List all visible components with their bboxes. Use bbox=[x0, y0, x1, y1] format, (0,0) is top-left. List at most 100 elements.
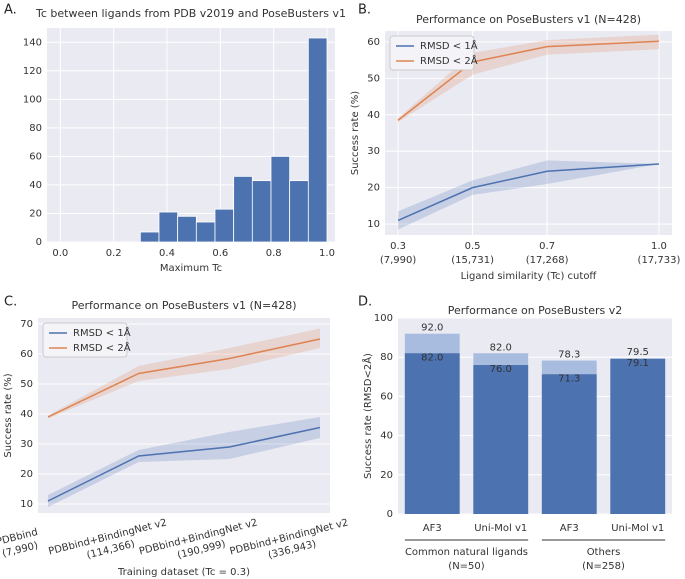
value-label: 78.3 bbox=[558, 350, 580, 361]
x-axis-label: Ligand similarity (Tc) cutoff bbox=[461, 271, 598, 282]
group-count: (N=258) bbox=[582, 561, 625, 572]
y-tick-label: 50 bbox=[20, 379, 33, 390]
x-tick-label: 0.5 bbox=[465, 241, 481, 252]
histogram-bar bbox=[233, 175, 253, 243]
y-tick-label: 20 bbox=[20, 469, 33, 480]
x-tick-label: 0.7 bbox=[539, 241, 555, 252]
x-axis-label: Maximum Tc bbox=[160, 263, 222, 274]
x-tick-label: 0.6 bbox=[212, 248, 228, 259]
bar bbox=[404, 353, 460, 514]
y-axis-label: Success rate (%) bbox=[350, 91, 361, 175]
confidence-band bbox=[398, 160, 659, 230]
value-label: 82.0 bbox=[421, 352, 443, 363]
group-count: (N=50) bbox=[448, 561, 484, 572]
histogram-bar bbox=[270, 155, 291, 243]
y-tick-label: 80 bbox=[29, 123, 42, 134]
y-tick-label: 0 bbox=[36, 237, 42, 248]
x-tick-label-group: PDBbind(7,990) bbox=[0, 527, 39, 560]
y-tick-label: 40 bbox=[20, 409, 33, 420]
line bbox=[397, 163, 660, 222]
x-tick-label: 0.3 bbox=[390, 241, 406, 252]
panel-label: C. bbox=[4, 295, 17, 310]
confidence-band bbox=[48, 328, 320, 419]
y-tick-label: 20 bbox=[29, 208, 42, 219]
y-tick-label: 20 bbox=[380, 470, 393, 481]
histogram-bar bbox=[195, 221, 216, 243]
legend-label: RMSD < 2Å bbox=[420, 54, 478, 67]
histogram-bar bbox=[139, 231, 160, 243]
group-label: Others bbox=[587, 547, 621, 558]
bar bbox=[610, 358, 666, 514]
x-axis-label: Training dataset (Tc = 0.3) bbox=[117, 567, 250, 578]
x-tick-label: 0.4 bbox=[159, 248, 175, 259]
legend-label: RMSD < 1Å bbox=[420, 39, 478, 52]
panel-label: D. bbox=[358, 295, 372, 310]
x-tick-sublabel: (15,731) bbox=[451, 255, 494, 266]
y-tick-label: 40 bbox=[380, 431, 393, 442]
group-label: Common natural ligands bbox=[405, 547, 528, 558]
histogram-bar bbox=[177, 215, 197, 243]
value-label: 82.0 bbox=[490, 342, 512, 353]
value-label: 79.5 bbox=[627, 347, 649, 358]
x-tick-label: Uni-Mol v1 bbox=[611, 523, 664, 534]
y-tick-label: 120 bbox=[23, 66, 42, 77]
y-tick-label: 60 bbox=[20, 349, 33, 360]
histogram-bar bbox=[307, 37, 328, 243]
x-tick-label: 1.0 bbox=[319, 248, 335, 259]
x-tick-label: 0.0 bbox=[52, 248, 68, 259]
y-tick-label: 60 bbox=[29, 151, 42, 162]
y-tick-label: 40 bbox=[29, 180, 42, 191]
legend-label: RMSD < 1Å bbox=[73, 326, 131, 339]
y-tick-label: 80 bbox=[380, 352, 393, 363]
x-tick-label: Uni-Mol v1 bbox=[474, 523, 527, 534]
panel: B. Performance on PoseBusters v1 (N=428) 1… bbox=[350, 3, 680, 283]
confidence-band bbox=[398, 34, 659, 123]
value-label: 79.1 bbox=[627, 358, 649, 369]
y-tick-label: 10 bbox=[20, 499, 33, 510]
chart-title: Performance on PoseBusters v2 bbox=[448, 304, 622, 317]
x-tick-sublabel: (17,733) bbox=[638, 255, 681, 266]
y-axis-label: Success rate (RMSD<2Å) bbox=[361, 353, 374, 479]
y-tick-label: 40 bbox=[367, 110, 380, 121]
histogram-bar bbox=[251, 180, 272, 243]
y-tick-label: 20 bbox=[367, 183, 380, 194]
chart-title: Tc between ligands from PDB v2019 and Po… bbox=[35, 7, 346, 20]
panel: A. Tc between ligands from PDB v2019 and … bbox=[4, 3, 346, 275]
y-tick-label: 140 bbox=[23, 37, 42, 48]
bar bbox=[541, 374, 597, 514]
x-tick-sublabel: (17,268) bbox=[526, 255, 569, 266]
y-tick-label: 30 bbox=[367, 146, 380, 157]
line bbox=[47, 338, 321, 418]
value-label: 92.0 bbox=[421, 323, 443, 334]
histogram-bar bbox=[158, 211, 179, 243]
chart-title: Performance on PoseBusters v1 (N=428) bbox=[416, 13, 641, 26]
panel: D. Performance on PoseBusters v2 0 20 40 60 80… bbox=[358, 295, 672, 572]
histogram-bar bbox=[289, 180, 309, 243]
y-tick-label: 10 bbox=[367, 219, 380, 230]
x-tick-label: 1.0 bbox=[651, 241, 667, 252]
panel-label: A. bbox=[4, 3, 17, 18]
y-tick-label: 100 bbox=[374, 313, 393, 324]
y-tick-label: 70 bbox=[20, 319, 33, 330]
x-tick-sublabel: (7,990) bbox=[380, 255, 417, 266]
y-axis-label: Success rate (%) bbox=[3, 373, 14, 457]
histogram-bar bbox=[214, 208, 235, 243]
line bbox=[47, 426, 321, 502]
value-label: 76.0 bbox=[490, 364, 512, 375]
y-tick-label: 60 bbox=[380, 391, 393, 402]
x-tick-label: AF3 bbox=[423, 523, 442, 534]
panel: C. Performance on PoseBusters v1 (N=428) 1… bbox=[0, 295, 349, 579]
y-tick-label: 60 bbox=[367, 37, 380, 48]
chart-title: Performance on PoseBusters v1 (N=428) bbox=[72, 299, 297, 312]
x-tick-label: 0.2 bbox=[106, 248, 122, 259]
y-tick-label: 100 bbox=[23, 94, 42, 105]
y-tick-label: 50 bbox=[367, 73, 380, 84]
x-tick-label: 0.8 bbox=[266, 248, 282, 259]
panel-label: B. bbox=[358, 3, 371, 18]
line bbox=[397, 40, 659, 121]
y-tick-label: 0 bbox=[387, 509, 393, 520]
value-label: 71.3 bbox=[558, 373, 580, 384]
x-tick-label: AF3 bbox=[560, 523, 579, 534]
confidence-band bbox=[48, 417, 320, 507]
